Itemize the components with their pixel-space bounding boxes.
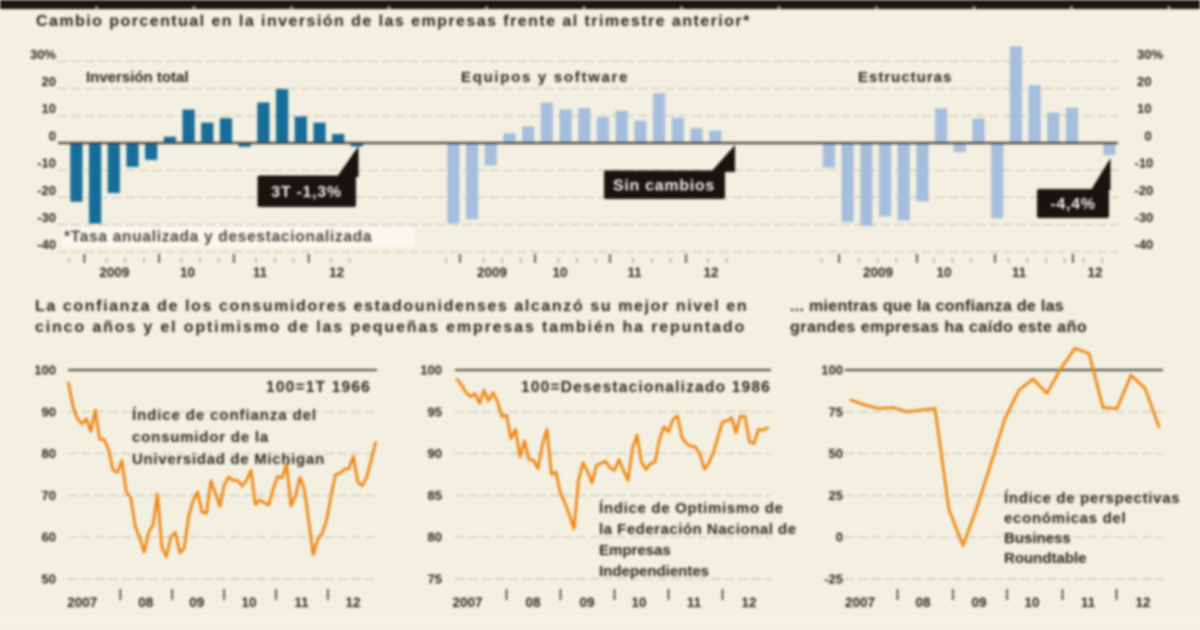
svg-text:Índice de Optimismo de: Índice de Optimismo de [599, 500, 784, 517]
svg-text:*Tasa anualizada y desestacion: *Tasa anualizada y desestacionalizada [64, 229, 372, 246]
svg-text:0: 0 [49, 128, 56, 143]
svg-text:30%: 30% [1137, 47, 1163, 62]
svg-text:Inversión total: Inversión total [86, 69, 189, 86]
svg-text:Cambio porcentual en la invers: Cambio porcentual en la inversión de las… [36, 13, 751, 30]
svg-text:12: 12 [1135, 595, 1150, 610]
svg-text:-40: -40 [37, 237, 56, 252]
svg-text:Roundtable: Roundtable [1004, 550, 1087, 567]
svg-text:90: 90 [42, 404, 56, 419]
svg-text:12: 12 [1087, 265, 1102, 280]
svg-text:75: 75 [829, 404, 843, 419]
svg-text:11: 11 [1012, 265, 1027, 280]
svg-text:la Federación Nacional de: la Federación Nacional de [599, 521, 797, 538]
svg-text:10: 10 [552, 265, 567, 280]
svg-text:-10: -10 [37, 156, 56, 171]
svg-text:-25: -25 [824, 572, 843, 587]
svg-text:50: 50 [42, 572, 56, 587]
svg-text:70: 70 [42, 488, 56, 503]
svg-text:Universidad de Michigan: Universidad de Michigan [132, 451, 325, 468]
svg-text:11: 11 [627, 265, 642, 280]
svg-text:12: 12 [345, 595, 360, 610]
svg-text:... mientras que la confianza: ... mientras que la confianza de las [790, 298, 1064, 315]
svg-text:grandes empresas ha caído este: grandes empresas ha caído este año [790, 319, 1087, 336]
svg-text:75: 75 [428, 572, 442, 587]
svg-text:10: 10 [631, 595, 646, 610]
svg-text:10: 10 [1137, 101, 1151, 116]
svg-text:cinco años y el optimismo de l: cinco años y el optimismo de las pequeña… [35, 319, 746, 336]
svg-text:Estructuras: Estructuras [858, 69, 952, 86]
svg-text:80: 80 [42, 446, 56, 461]
svg-text:20: 20 [42, 74, 56, 89]
svg-text:08: 08 [915, 595, 931, 610]
svg-text:90: 90 [428, 446, 442, 461]
svg-text:30%: 30% [30, 47, 56, 62]
svg-text:2009: 2009 [477, 265, 507, 280]
svg-text:11: 11 [687, 595, 702, 610]
svg-text:11: 11 [253, 265, 268, 280]
svg-text:3T -1,3%: 3T -1,3% [271, 184, 342, 201]
svg-text:-30: -30 [37, 210, 56, 225]
svg-text:11: 11 [294, 595, 309, 610]
svg-text:08: 08 [138, 595, 154, 610]
svg-text:100=Desestacionalizado 1986: 100=Desestacionalizado 1986 [521, 379, 771, 396]
svg-text:10: 10 [42, 101, 56, 116]
svg-text:60: 60 [42, 530, 56, 545]
svg-text:09: 09 [189, 595, 204, 610]
svg-text:10: 10 [241, 595, 256, 610]
svg-text:-10: -10 [1135, 156, 1154, 171]
svg-text:09: 09 [579, 595, 594, 610]
svg-text:12: 12 [741, 595, 756, 610]
svg-text:Sin cambios: Sin cambios [613, 178, 715, 195]
svg-text:100: 100 [34, 363, 56, 378]
svg-text:económicas del: económicas del [1004, 510, 1126, 527]
svg-text:-30: -30 [1135, 210, 1154, 225]
svg-text:Índice de perspectivas: Índice de perspectivas [1004, 490, 1180, 507]
svg-text:Índice de confianza del: Índice de confianza del [132, 407, 317, 424]
svg-text:20: 20 [1137, 74, 1151, 89]
svg-text:85: 85 [428, 488, 442, 503]
svg-text:-20: -20 [37, 183, 56, 198]
svg-text:-4,4%: -4,4% [1050, 196, 1095, 213]
svg-text:-20: -20 [1135, 183, 1154, 198]
svg-text:Equipos y software: Equipos y software [461, 69, 629, 86]
svg-text:12: 12 [703, 265, 718, 280]
svg-text:95: 95 [428, 404, 442, 419]
svg-text:2007: 2007 [67, 595, 97, 610]
svg-text:25: 25 [829, 488, 843, 503]
svg-text:2009: 2009 [863, 265, 893, 280]
svg-text:La confianza de los consumidor: La confianza de los consumidores estadou… [35, 298, 748, 315]
svg-text:2009: 2009 [99, 265, 129, 280]
svg-text:2007: 2007 [845, 595, 875, 610]
svg-text:100: 100 [821, 363, 843, 378]
svg-text:10: 10 [936, 265, 951, 280]
svg-text:09: 09 [971, 595, 986, 610]
svg-text:80: 80 [428, 530, 442, 545]
svg-text:100: 100 [420, 363, 442, 378]
svg-text:12: 12 [329, 265, 344, 280]
svg-text:2007: 2007 [452, 595, 482, 610]
svg-text:0: 0 [836, 530, 843, 545]
svg-text:10: 10 [1024, 595, 1039, 610]
svg-text:0: 0 [1145, 128, 1152, 143]
svg-text:11: 11 [1081, 595, 1096, 610]
svg-text:100=1T 1966: 100=1T 1966 [266, 379, 371, 396]
svg-text:-40: -40 [1135, 237, 1154, 252]
svg-text:10: 10 [180, 265, 195, 280]
svg-text:Business: Business [1004, 530, 1071, 547]
svg-text:50: 50 [829, 446, 843, 461]
svg-text:consumidor de la: consumidor de la [132, 429, 269, 446]
svg-text:08: 08 [525, 595, 541, 610]
svg-text:Empresas: Empresas [599, 542, 671, 559]
svg-text:Independientes: Independientes [599, 563, 709, 580]
